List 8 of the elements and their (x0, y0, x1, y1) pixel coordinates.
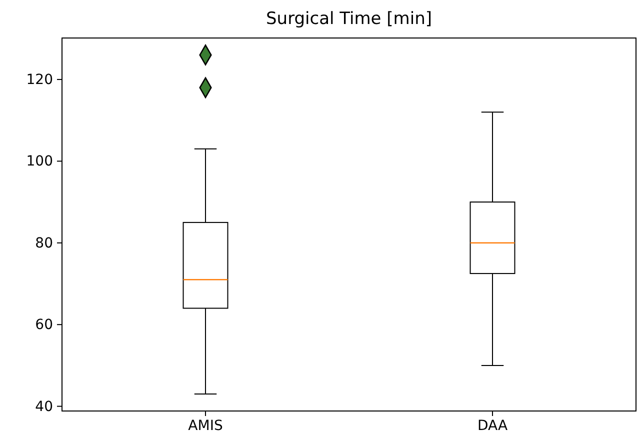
x-tick-label: DAA (477, 418, 508, 434)
y-tick-label: 40 (35, 398, 53, 415)
x-tick-label: AMIS (188, 418, 223, 434)
y-tick-label: 60 (35, 317, 53, 334)
y-tick-label: 80 (35, 235, 53, 252)
y-tick-label: 120 (26, 72, 53, 88)
chart-title: Surgical Time [min] (266, 9, 432, 29)
y-tick-label: 100 (26, 154, 53, 170)
